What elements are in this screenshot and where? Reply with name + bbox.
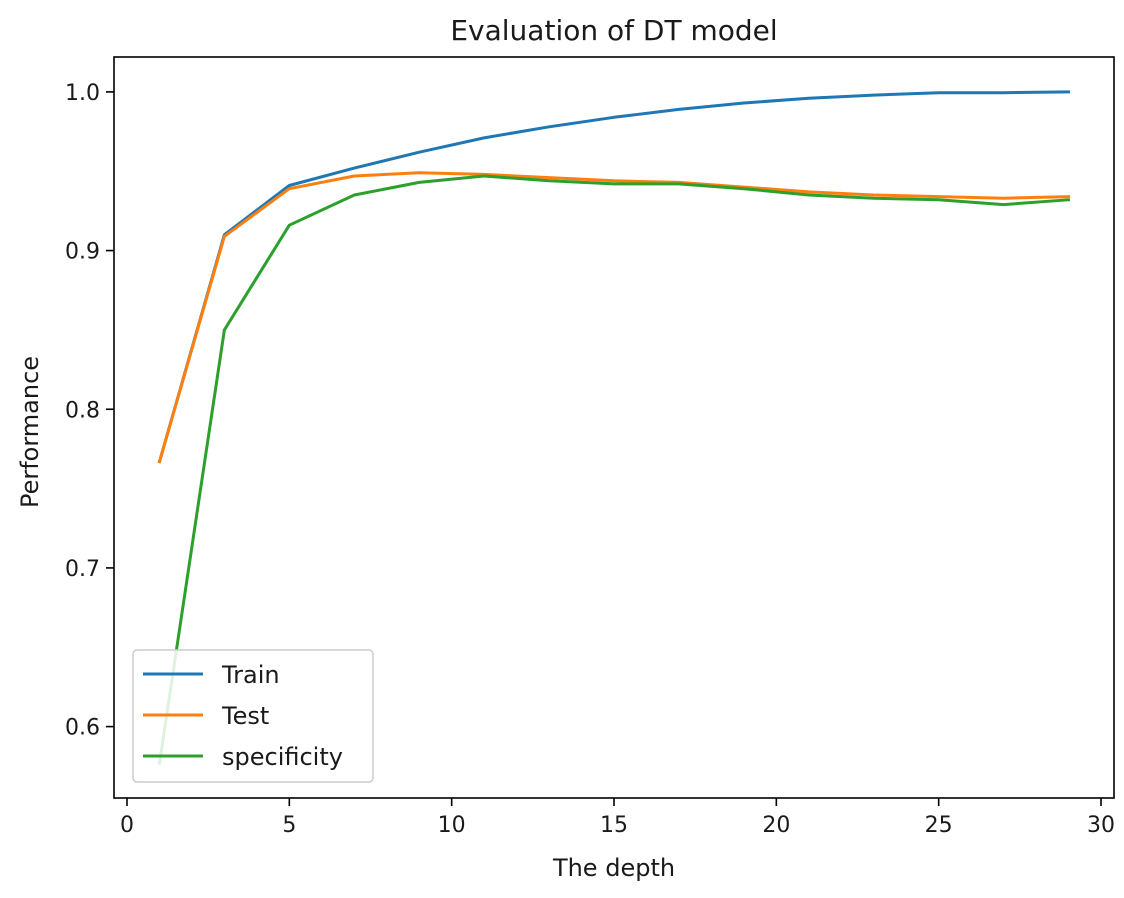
y-tick-label: 0.9 [65, 240, 100, 265]
series-line-test [157, 171, 1071, 464]
x-tick-label: 15 [600, 813, 628, 838]
x-tick-label: 30 [1087, 813, 1115, 838]
y-tick-label: 0.6 [65, 716, 100, 741]
legend-label-test: Test [221, 702, 269, 730]
x-axis-ticks: 0 5 10 15 20 25 30 [120, 798, 1115, 838]
y-axis-ticks: 0.6 0.7 0.8 0.9 1.0 [65, 81, 114, 741]
y-tick-label: 0.7 [65, 557, 100, 582]
x-tick-label: 20 [762, 813, 790, 838]
series-line-specificity [157, 174, 1071, 765]
legend-entries: Train Test specificity [143, 661, 343, 771]
legend: Train Test specificity [132, 649, 374, 783]
x-tick-label: 0 [120, 813, 134, 838]
plot-lines [157, 90, 1071, 765]
x-tick-label: 10 [438, 813, 466, 838]
y-tick-label: 0.8 [65, 398, 100, 423]
legend-box [132, 649, 374, 783]
legend-label-specificity: specificity [222, 743, 343, 771]
y-tick-label: 1.0 [65, 81, 100, 106]
x-tick-label: 25 [925, 813, 953, 838]
x-tick-label: 5 [282, 813, 296, 838]
series-line-train [157, 90, 1071, 464]
chart-title: Evaluation of DT model [450, 14, 777, 47]
legend-label-train: Train [221, 661, 280, 689]
y-axis-label: Performance [16, 356, 44, 508]
x-axis-label: The depth [552, 854, 675, 882]
